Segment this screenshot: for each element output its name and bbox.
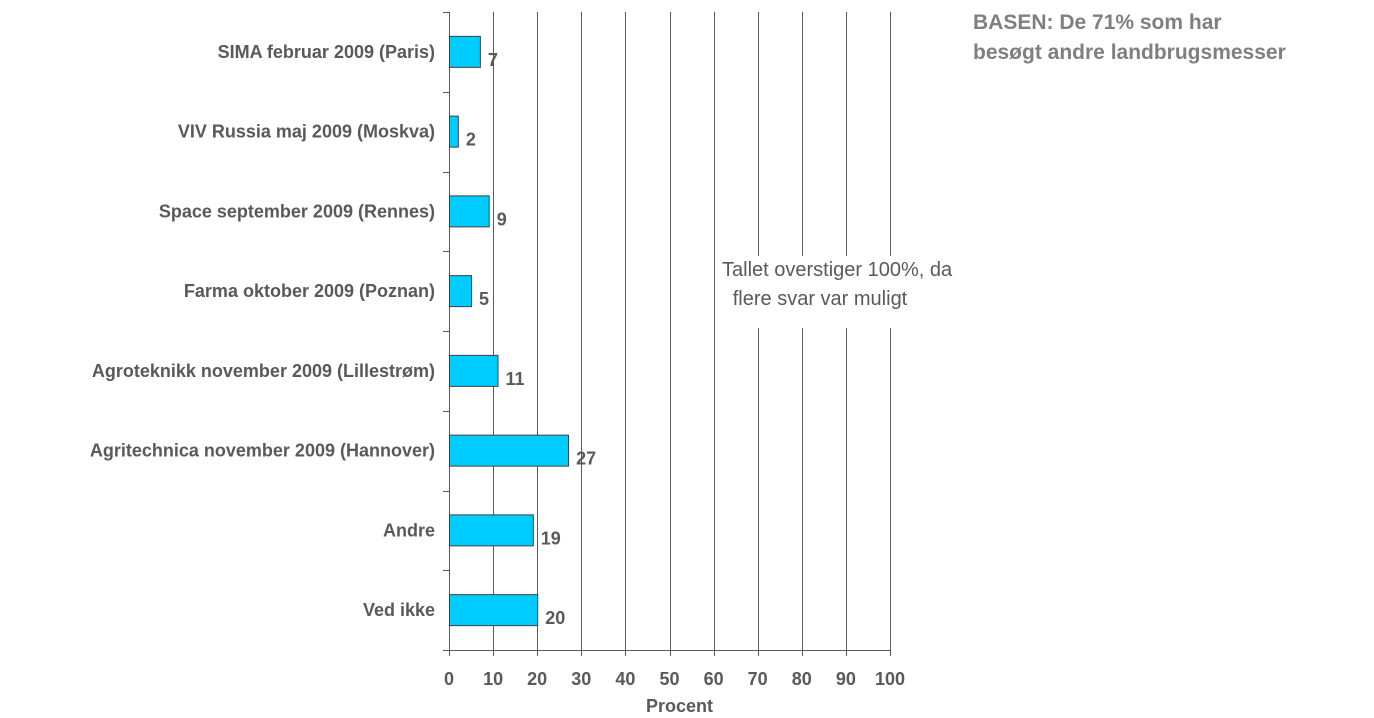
category-label: SIMA februar 2009 (Paris)	[218, 42, 435, 62]
x-tick-label: 70	[748, 669, 768, 689]
value-label: 11	[506, 369, 525, 389]
value-label: 7	[488, 50, 498, 70]
value-label: 19	[541, 528, 561, 548]
value-label: 2	[466, 130, 476, 150]
category-label: Agroteknikk november 2009 (Lillestrøm)	[92, 361, 435, 381]
category-label: VIV Russia maj 2009 (Moskva)	[178, 122, 435, 142]
bar	[449, 115, 459, 148]
annotation-box: Tallet overstiger 100%, da flere svar va…	[722, 256, 953, 328]
base-note: BASEN: De 71% som har besøgt andre landb…	[973, 8, 1373, 68]
bar	[449, 514, 534, 547]
x-tick-label: 60	[704, 669, 724, 689]
value-label: 9	[497, 209, 507, 229]
category-label: Space september 2009 (Rennes)	[159, 201, 435, 221]
x-tick-label: 10	[483, 669, 503, 689]
x-tick-label: 90	[836, 669, 856, 689]
category-label: Ved ikke	[363, 600, 435, 620]
x-tick-label: 80	[792, 669, 812, 689]
bar	[449, 195, 490, 228]
annotation-line-1: Tallet overstiger 100%, da	[722, 259, 953, 281]
axes	[443, 12, 891, 656]
category-label: Agritechnica november 2009 (Hannover)	[90, 441, 435, 461]
bar	[449, 275, 473, 308]
bars	[449, 35, 570, 627]
bar	[449, 434, 570, 467]
x-tick-label: 0	[444, 669, 454, 689]
category-label: Andre	[383, 520, 435, 540]
gridlines	[493, 12, 891, 650]
category-label: Farma oktober 2009 (Poznan)	[184, 281, 435, 301]
x-tick-label: 20	[527, 669, 547, 689]
x-tick-label: 30	[571, 669, 591, 689]
base-note-line-1: BASEN: De 71% som har	[973, 11, 1222, 34]
x-tick-label: 100	[875, 669, 905, 689]
bar	[449, 354, 499, 387]
x-tick-label: 40	[615, 669, 635, 689]
labels: 0 10 20 30 40 50 60 70 80 90 100 SIMA februar 2009 …	[90, 42, 905, 689]
x-axis-title: Procent	[646, 696, 713, 716]
value-label: 20	[545, 608, 565, 628]
value-label: 5	[479, 289, 489, 309]
bar	[449, 35, 481, 68]
base-note-line-2: besøgt andre landbrugsmesser	[973, 41, 1286, 64]
annotation-line-2: flere svar var muligt	[732, 288, 908, 310]
x-tick-label: 50	[659, 669, 679, 689]
bar	[449, 594, 539, 627]
value-label: 27	[576, 449, 596, 469]
